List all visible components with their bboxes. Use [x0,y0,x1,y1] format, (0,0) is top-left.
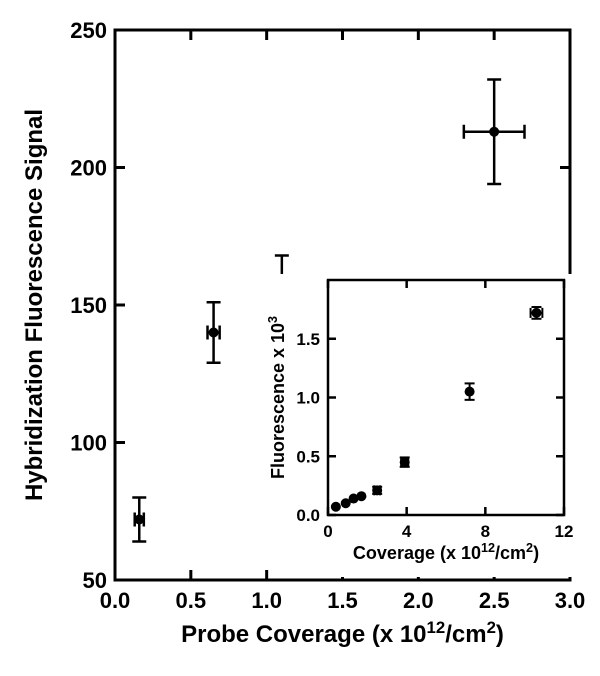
y-tick-label: 0.0 [296,506,320,525]
y-tick-label: 0.5 [296,447,320,466]
x-tick-label: 2.5 [479,588,510,613]
x-tick-label: 0.5 [176,588,207,613]
chart-svg: 0.0 0.5 1.0 1.5 2.0 2.5 3.0 50 100 150 200 250 Hybri… [0,0,600,676]
y-tick-label: 100 [70,431,107,456]
x-tick-label: 2.0 [403,588,434,613]
data-point [400,457,410,467]
inset-x-axis-label: Coverage (x 1012/cm2) [353,541,539,563]
y-tick-label: 250 [70,18,107,43]
x-tick-label: 12 [555,522,574,541]
x-tick-label: 8 [481,522,490,541]
y-axis-label: Hybridization Fluorescence Signal [21,109,48,501]
data-point [531,308,541,318]
data-point [331,502,341,512]
data-point [356,491,366,501]
x-tick-label: 4 [402,522,412,541]
y-tick-label: 150 [70,293,107,318]
x-tick-label: 1.5 [327,588,358,613]
y-tick-label: 200 [70,156,107,181]
x-axis-label: Probe Coverage (x 1012/cm2) [181,618,504,649]
x-tick-label: 3.0 [555,588,586,613]
data-point [465,387,475,397]
y-tick-label: 50 [83,568,107,593]
y-tick-label: 1.0 [296,389,320,408]
y-tick-label: 1.5 [296,330,320,349]
inset-y-axis-label: Fluorescence x 103 [266,316,288,479]
x-tick-label: 1.0 [251,588,282,613]
data-point [372,485,382,495]
data-point [134,515,144,525]
chart-container: 0.0 0.5 1.0 1.5 2.0 2.5 3.0 50 100 150 200 250 Hybri… [0,0,600,676]
data-point [209,328,219,338]
x-tick-label: 0 [323,522,332,541]
data-point [489,127,499,137]
